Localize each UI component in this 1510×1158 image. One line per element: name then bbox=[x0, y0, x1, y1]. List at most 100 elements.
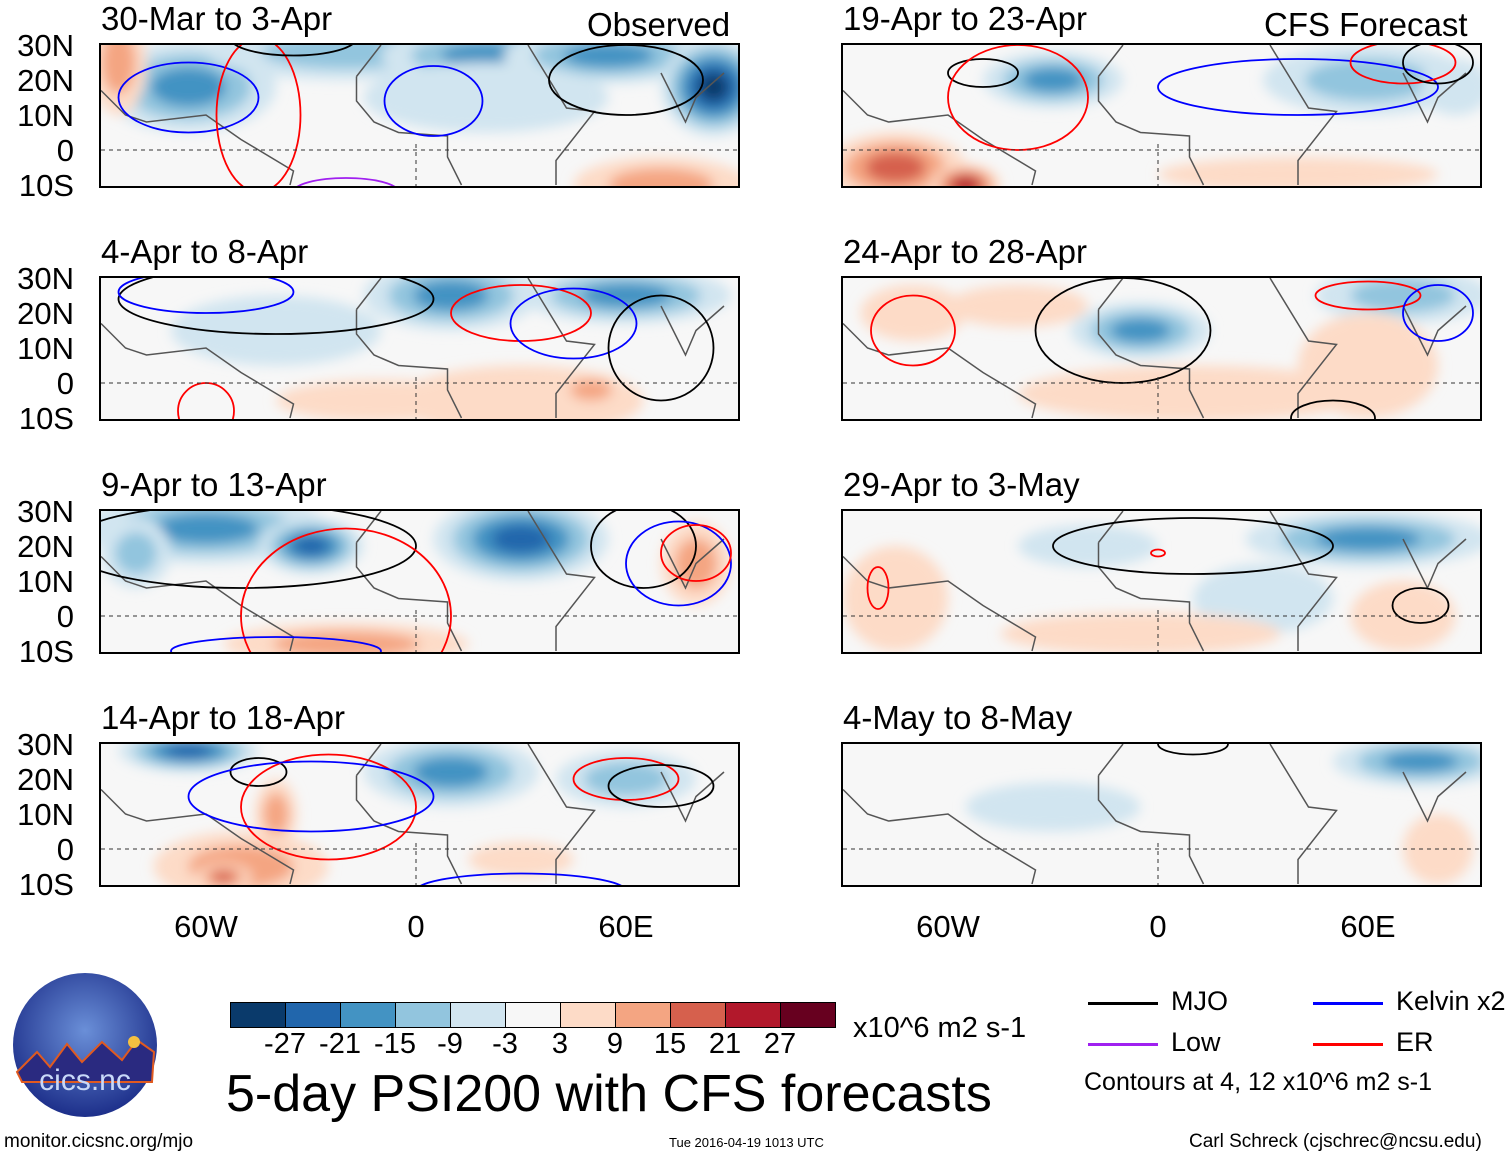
panel-title: 4-Apr to 8-Apr bbox=[101, 233, 309, 270]
psi-anomaly-region bbox=[1350, 278, 1456, 313]
panel-title: 4-May to 8-May bbox=[843, 699, 1073, 736]
lat-tick-label: 30N bbox=[17, 494, 74, 529]
lat-tick-label: 20N bbox=[17, 63, 74, 98]
psi-anomaly-region bbox=[293, 536, 329, 556]
wave-contour bbox=[1349, 45, 1457, 85]
wave-contour bbox=[947, 45, 1089, 151]
wave-contour bbox=[101, 511, 417, 589]
psi-anomaly-region bbox=[965, 782, 1141, 832]
footer-url[interactable]: monitor.cicsnc.org/mjo bbox=[4, 1131, 194, 1152]
psi-anomaly-region bbox=[153, 513, 259, 544]
panel-title: 19-Apr to 23-Apr bbox=[843, 0, 1087, 37]
cics-logo: cics.nc bbox=[13, 973, 157, 1117]
legend-label: Low bbox=[1171, 1027, 1221, 1057]
psi-anomaly-region bbox=[1023, 68, 1083, 92]
psi-anomaly-region bbox=[1305, 59, 1431, 101]
lat-tick-label: 0 bbox=[56, 599, 74, 634]
map-panel bbox=[841, 742, 1482, 887]
psi-anomaly-region bbox=[570, 379, 612, 401]
lat-tick-label: 10S bbox=[18, 168, 74, 203]
wave-contour bbox=[1157, 58, 1439, 116]
lat-tick-label: 0 bbox=[56, 366, 74, 401]
colorbar-swatch bbox=[671, 1003, 726, 1027]
coastline bbox=[843, 278, 1467, 419]
psi-anomaly-region bbox=[1000, 612, 1281, 652]
wave-contour bbox=[234, 45, 353, 57]
wave-contour bbox=[215, 45, 302, 186]
panel-title: 29-Apr to 3-May bbox=[843, 466, 1080, 503]
psi-anomaly-region bbox=[581, 283, 671, 308]
coastline bbox=[843, 744, 1467, 885]
wave-contour bbox=[947, 58, 1019, 88]
lat-tick-label: 20N bbox=[17, 529, 74, 564]
wave-contour bbox=[866, 566, 890, 610]
colorbar-swatch bbox=[616, 1003, 671, 1027]
psi-anomaly-region bbox=[1018, 525, 1158, 567]
psi-anomaly-region bbox=[491, 525, 551, 553]
psi-anomaly-region bbox=[115, 532, 157, 574]
colorbar-swatch bbox=[726, 1003, 781, 1027]
psi-anomaly-region bbox=[211, 871, 236, 883]
legend-line bbox=[1088, 1043, 1158, 1046]
wave-contour bbox=[1052, 517, 1334, 575]
psi-anomaly-region bbox=[1110, 318, 1171, 343]
psi-anomaly-region bbox=[1298, 313, 1438, 418]
wave-contour bbox=[296, 177, 396, 186]
footer-timestamp: Tue 2016-04-19 1013 UTC bbox=[669, 1135, 824, 1150]
psi-anomaly-region bbox=[948, 285, 1088, 327]
lon-tick-label: 0 bbox=[1149, 909, 1167, 944]
wave-contour bbox=[177, 382, 235, 419]
legend-label: Kelvin x2 bbox=[1396, 986, 1506, 1016]
psi-anomaly-region bbox=[608, 168, 714, 186]
colorbar-swatch bbox=[781, 1003, 835, 1027]
lat-tick-label: 10N bbox=[17, 797, 74, 832]
panel-title: 30-Mar to 3-Apr bbox=[101, 0, 333, 37]
lat-tick-label: 30N bbox=[17, 28, 74, 63]
wave-contour bbox=[548, 45, 704, 116]
colorbar-tick-label: 27 bbox=[763, 1028, 797, 1060]
wave-contour bbox=[607, 764, 715, 808]
wave-contour bbox=[117, 278, 295, 314]
colorbar-swatch bbox=[506, 1003, 561, 1027]
coastline bbox=[843, 45, 1467, 186]
wave-contour bbox=[660, 524, 732, 582]
wave-contour bbox=[229, 757, 288, 787]
map-panel bbox=[99, 276, 740, 421]
wave-contour bbox=[117, 278, 435, 335]
map-panel bbox=[99, 742, 740, 887]
lat-tick-label: 10S bbox=[18, 867, 74, 902]
lat-tick-label: 10S bbox=[18, 634, 74, 669]
wave-contour bbox=[1402, 45, 1474, 85]
wave-contour bbox=[1157, 744, 1229, 756]
psi-anomaly-region bbox=[363, 62, 609, 133]
wave-contour bbox=[420, 872, 622, 885]
lat-tick-label: 10N bbox=[17, 564, 74, 599]
wave-contour bbox=[240, 753, 417, 861]
colorbar-units: x10^6 m2 s-1 bbox=[853, 1012, 1027, 1044]
wave-contour bbox=[1402, 284, 1474, 342]
legend-line bbox=[1313, 1043, 1383, 1046]
wave-contour bbox=[1290, 399, 1376, 419]
lat-tick-label: 20N bbox=[17, 762, 74, 797]
wave-contour bbox=[607, 294, 715, 402]
observed-label: Observed bbox=[587, 6, 731, 43]
psi-anomaly-region bbox=[413, 757, 489, 787]
psi-anomaly-region bbox=[865, 152, 926, 183]
coastline bbox=[843, 511, 1467, 652]
colorbar-swatch bbox=[341, 1003, 396, 1027]
colorbar-tick-label: 15 bbox=[653, 1028, 687, 1060]
psi-anomaly-region bbox=[860, 285, 966, 341]
colorbar bbox=[230, 1002, 836, 1028]
psi-anomaly-region bbox=[272, 631, 420, 652]
lat-tick-label: 10S bbox=[18, 401, 74, 436]
coastline bbox=[101, 278, 725, 419]
wave-contour bbox=[870, 294, 956, 367]
colorbar-tick-label: -27 bbox=[264, 1028, 306, 1060]
colorbar-tick-label: 3 bbox=[551, 1028, 569, 1060]
wave-contour bbox=[1391, 587, 1450, 624]
psi-anomaly-region bbox=[843, 546, 948, 651]
footer-author: Carl Schreck (cjschrec@ncsu.edu) bbox=[1189, 1131, 1482, 1152]
forecast-label: CFS Forecast bbox=[1264, 6, 1468, 43]
panel-title: 14-Apr to 18-Apr bbox=[101, 699, 345, 736]
